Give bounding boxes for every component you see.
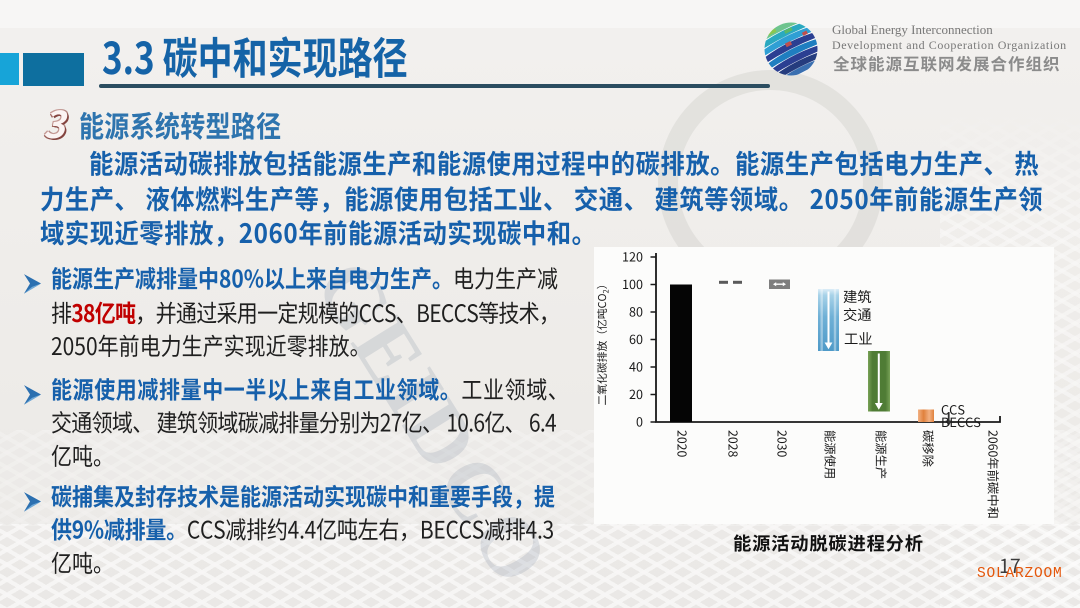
svg-text:120: 120 — [622, 247, 643, 266]
svg-text:能源生产: 能源生产 — [873, 430, 891, 479]
svg-text:碳移除: 碳移除 — [920, 430, 938, 467]
svg-text:2020: 2020 — [674, 430, 692, 457]
svg-text:100: 100 — [622, 274, 643, 293]
svg-text:2028: 2028 — [725, 430, 743, 457]
svg-text:CCS: CCS — [941, 400, 965, 419]
svg-text:2060年前碳中和: 2060年前碳中和 — [985, 430, 1003, 519]
svg-text:80: 80 — [629, 302, 643, 321]
svg-text:工业: 工业 — [844, 328, 873, 349]
svg-text:BECCS: BECCS — [941, 412, 981, 431]
svg-text:交通: 交通 — [843, 304, 872, 325]
svg-text:2030: 2030 — [774, 430, 792, 457]
svg-text:20: 20 — [629, 384, 643, 403]
svg-text:二氧化碳排放（亿吨CO2）: 二氧化碳排放（亿吨CO2） — [594, 278, 612, 405]
svg-text:0: 0 — [636, 412, 643, 431]
svg-text:40: 40 — [629, 357, 643, 376]
svg-text:建筑: 建筑 — [843, 286, 872, 307]
svg-text:能源使用: 能源使用 — [822, 430, 840, 479]
svg-text:60: 60 — [629, 329, 643, 348]
